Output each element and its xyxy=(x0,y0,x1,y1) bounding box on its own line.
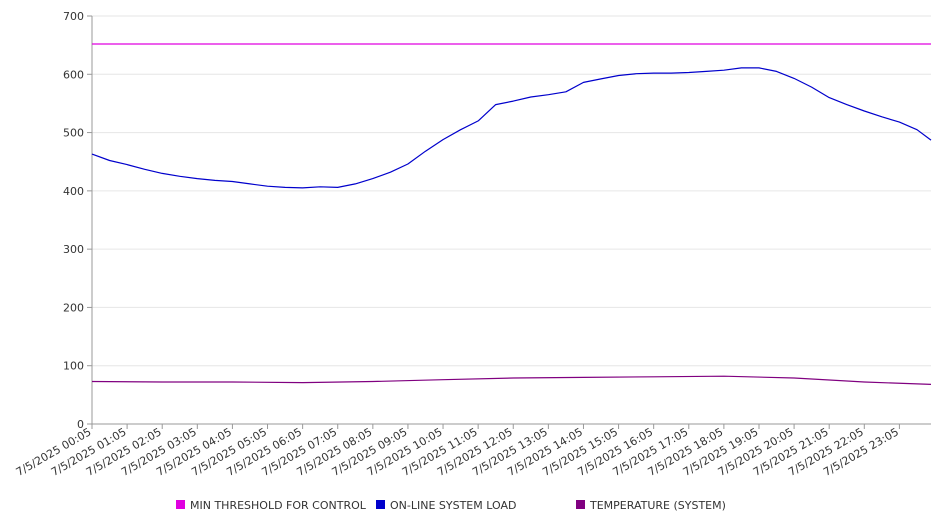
series-lines xyxy=(91,43,932,385)
y-tick-label: 0 xyxy=(77,418,84,431)
y-tick-label: 100 xyxy=(63,360,84,373)
y-tick-label: 300 xyxy=(63,243,84,256)
grid-lines xyxy=(92,15,931,367)
legend-label: ON-LINE SYSTEM LOAD xyxy=(390,499,516,512)
y-tick-label: 400 xyxy=(63,185,84,198)
x-axis-ticks: 7/5/2025 00:057/5/2025 01:057/5/2025 02:… xyxy=(14,424,901,479)
y-tick-label: 500 xyxy=(63,127,84,140)
y-axis-ticks: 0 100 200 300 400 500 600 700 xyxy=(63,10,92,431)
legend: MIN THRESHOLD FOR CONTROL ON-LINE SYSTEM … xyxy=(176,499,726,512)
series-line xyxy=(91,67,932,189)
y-tick-label: 200 xyxy=(63,301,84,314)
legend-swatch xyxy=(576,500,585,509)
legend-label: TEMPERATURE (SYSTEM) xyxy=(589,499,726,512)
legend-swatch xyxy=(176,500,185,509)
y-tick-label: 700 xyxy=(63,10,84,23)
axes xyxy=(91,16,931,425)
y-tick-label: 600 xyxy=(63,68,84,81)
legend-label: MIN THRESHOLD FOR CONTROL xyxy=(190,499,367,512)
series-line xyxy=(91,375,932,385)
legend-swatch xyxy=(376,500,385,509)
